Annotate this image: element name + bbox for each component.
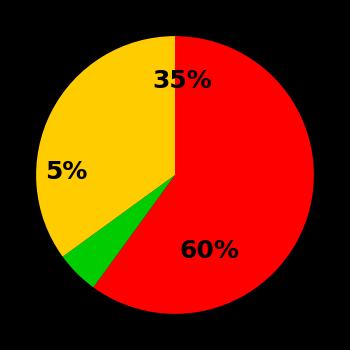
Wedge shape	[63, 175, 175, 287]
Text: 60%: 60%	[180, 239, 240, 264]
Wedge shape	[36, 36, 175, 257]
Wedge shape	[93, 36, 314, 314]
Text: 35%: 35%	[152, 69, 212, 92]
Text: 5%: 5%	[46, 160, 88, 184]
